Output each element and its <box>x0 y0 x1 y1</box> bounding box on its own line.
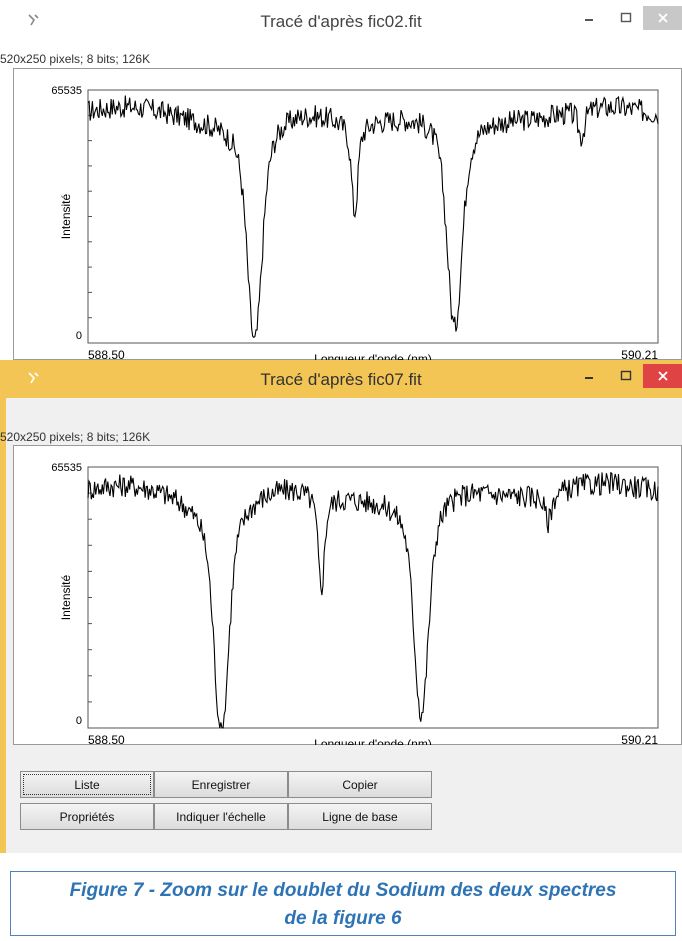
maximize-icon <box>620 370 632 381</box>
y-axis-label: Intensité <box>59 193 73 239</box>
liste-button[interactable]: Liste <box>20 771 154 798</box>
spectrum-plot: 65535 0 588.50 590.21 Longueur d'onde (nm) In… <box>51 85 659 360</box>
x-axis-label: Longueur d'onde (nm) <box>314 737 432 745</box>
window-title: Tracé d'après fic07.fit <box>260 370 422 389</box>
spectrum-line <box>87 471 659 729</box>
y-tick-label-min: 0 <box>76 330 82 342</box>
app-icon <box>28 14 39 26</box>
window-title: Tracé d'après fic02.fit <box>260 12 422 31</box>
y-axis-label: Intensité <box>59 574 73 620</box>
image-info: 520x250 pixels; 8 bits; 126K <box>0 430 151 444</box>
spectrum-line <box>87 95 659 339</box>
caption-line-2: de la figure 6 <box>284 908 402 929</box>
caption-line-1: Figure 7 - Zoom sur le doublet du Sodium… <box>69 880 617 901</box>
window-titlebar[interactable]: Tracé d'après fic02.fit <box>0 0 682 42</box>
window-fic07: Tracé d'après fic07.fit 520x250 pixels; … <box>0 360 682 853</box>
window-titlebar[interactable]: Tracé d'après fic07.fit <box>0 360 682 398</box>
app-icon <box>28 372 39 384</box>
close-icon <box>657 371 668 381</box>
x-tick-label-max: 590.21 <box>621 348 658 360</box>
copier-button[interactable]: Copier <box>288 771 432 798</box>
ligne-de-base-button[interactable]: Ligne de base <box>288 803 432 830</box>
x-tick-label-min: 588.50 <box>88 733 125 745</box>
x-tick-label-max: 590.21 <box>621 733 658 745</box>
minimize-button[interactable] <box>578 6 600 30</box>
minimize-button[interactable] <box>578 364 600 388</box>
figure-caption: Figure 7 - Zoom sur le doublet du Sodium… <box>10 871 676 936</box>
maximize-button[interactable] <box>614 6 638 30</box>
image-info: 520x250 pixels; 8 bits; 126K <box>0 52 151 66</box>
minimize-icon <box>585 377 593 379</box>
proprietes-button[interactable]: Propriétés <box>20 803 154 830</box>
x-axis-label: Longueur d'onde (nm) <box>314 352 432 360</box>
maximize-icon <box>620 12 632 23</box>
y-tick-label-min: 0 <box>76 715 82 727</box>
close-icon <box>657 13 668 23</box>
enregistrer-button[interactable]: Enregistrer <box>154 771 288 798</box>
spectrum-plot: 65535 0 588.50 590.21 Longueur d'onde (nm) In… <box>51 462 659 745</box>
indiquer-echelle-button[interactable]: Indiquer l'échelle <box>154 803 288 830</box>
close-button[interactable] <box>643 6 682 30</box>
maximize-button[interactable] <box>614 364 638 388</box>
x-tick-label-min: 588.50 <box>88 348 125 360</box>
y-tick-label-max: 65535 <box>51 462 82 474</box>
minimize-icon <box>585 19 593 21</box>
y-tick-label-max: 65535 <box>51 85 82 97</box>
window-fic02: Tracé d'après fic02.fit 520x250 pixels; … <box>0 0 682 360</box>
close-button[interactable] <box>643 364 682 388</box>
